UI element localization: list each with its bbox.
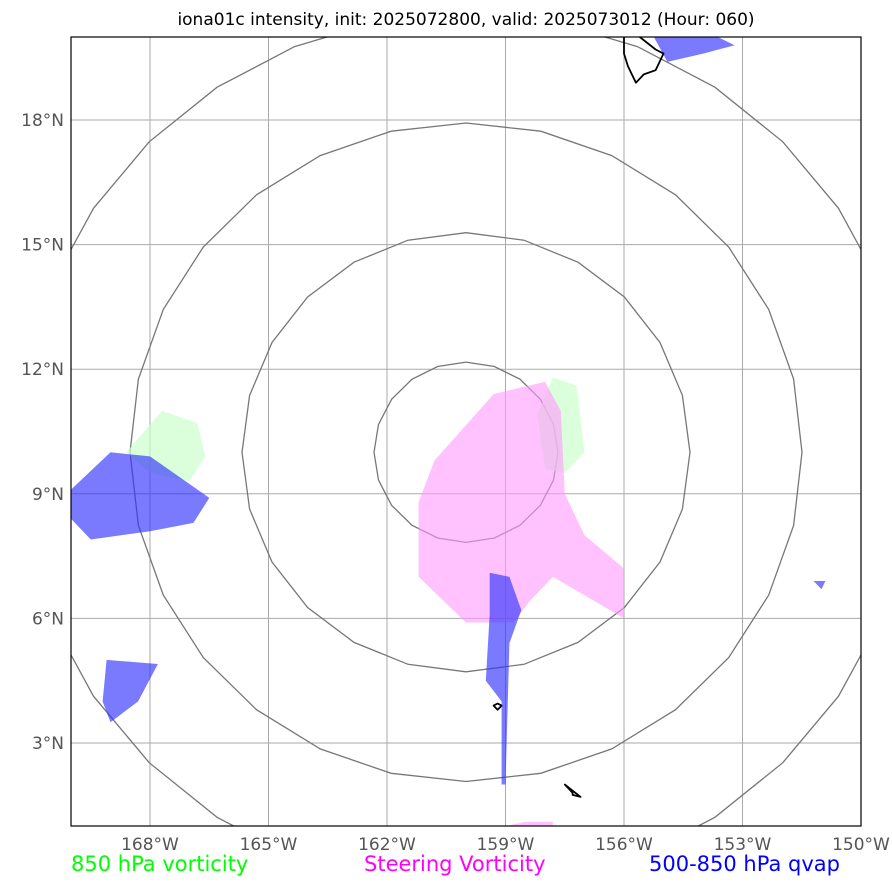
longitude-tick-labels: 168°W 165°W 162°W 159°W 156°W 153°W 150°W [121, 835, 890, 855]
qvap-area [813, 581, 826, 590]
lat-tick-label: 18°N [21, 111, 64, 131]
legend-qvap: 500-850 hPa qvap [649, 852, 840, 876]
lon-tick-label: 150°W [832, 835, 890, 855]
map-frame [70, 36, 862, 827]
lon-tick-label: 168°W [121, 835, 179, 855]
lon-tick-label: 165°W [240, 835, 298, 855]
steering-vorticity-area [418, 381, 624, 623]
coastline-island [492, 702, 503, 711]
qvap-area [102, 659, 158, 723]
legend-steering-vorticity: Steering Vorticity [364, 852, 546, 876]
lon-tick-label: 156°W [595, 835, 653, 855]
lon-tick-label: 159°W [477, 835, 535, 855]
range-ring [241, 232, 691, 673]
lat-tick-label: 3°N [32, 734, 64, 754]
coastline-island [563, 783, 582, 798]
coastlines [492, 37, 665, 798]
range-ring [71, 37, 861, 826]
map-plot-area [71, 37, 861, 826]
steering-vorticity-shading [418, 381, 624, 826]
lat-tick-label: 12°N [21, 360, 64, 380]
steering-vorticity-area [505, 821, 553, 826]
lat-tick-label: 15°N [21, 236, 64, 256]
lat-tick-label: 9°N [32, 485, 64, 505]
qvap-area [71, 452, 210, 540]
coastline-island [623, 37, 665, 84]
lon-tick-label: 162°W [358, 835, 416, 855]
lon-tick-label: 153°W [714, 835, 772, 855]
figure-title: iona01c intensity, init: 2025072800, val… [177, 10, 754, 30]
qvap-area [485, 572, 522, 785]
lat-tick-label: 6°N [32, 609, 64, 629]
qvap-area [653, 37, 735, 62]
qvap-shading [71, 37, 826, 785]
legend-850-vorticity: 850 hPa vorticity [71, 852, 249, 876]
latitude-tick-labels: 3°N 6°N 9°N 12°N 15°N 18°N [21, 111, 64, 754]
